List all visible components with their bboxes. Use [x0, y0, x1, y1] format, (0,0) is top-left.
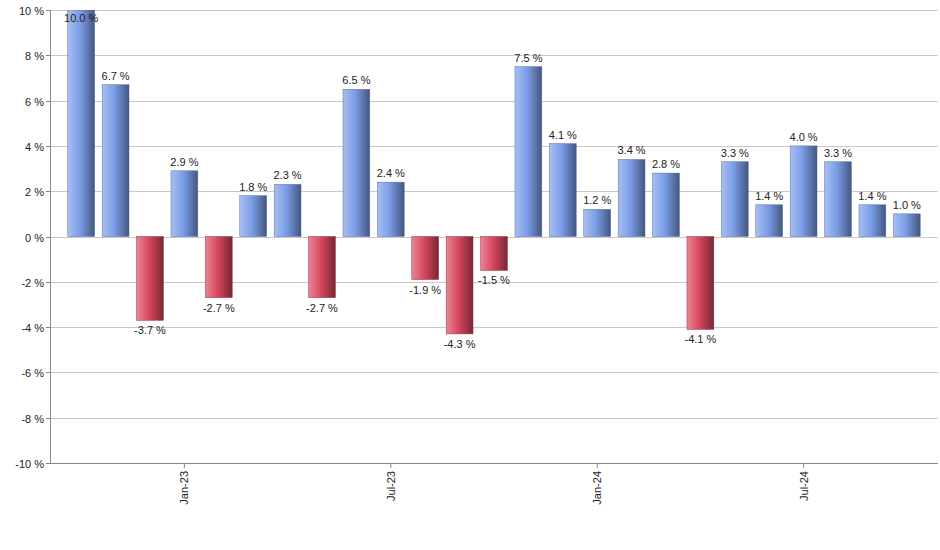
- bar: [549, 144, 576, 237]
- bar: [274, 184, 301, 236]
- y-tick-label: 4 %: [25, 141, 44, 153]
- y-tick-label: -6 %: [21, 367, 44, 379]
- data-label: 3.3 %: [721, 147, 749, 159]
- x-tick: [184, 463, 185, 468]
- data-label: -4.3 %: [444, 338, 476, 350]
- data-label: 2.8 %: [652, 158, 680, 170]
- bar: [481, 237, 508, 271]
- data-label: 3.3 %: [824, 147, 852, 159]
- bar: [446, 237, 473, 334]
- bar: [893, 214, 920, 237]
- y-tick: [46, 463, 50, 464]
- data-label: 1.4 %: [858, 190, 886, 202]
- data-label: -2.7 %: [203, 302, 235, 314]
- bar: [515, 67, 542, 237]
- bar: [205, 237, 232, 298]
- data-label: 6.5 %: [342, 74, 370, 86]
- x-tick-label: Jul-24: [798, 471, 810, 501]
- bar: [171, 171, 198, 237]
- y-tick: [46, 10, 50, 11]
- data-label: 1.2 %: [583, 194, 611, 206]
- bar: [584, 209, 611, 236]
- y-axis: [50, 10, 51, 463]
- bar: [756, 205, 783, 237]
- data-label: 1.0 %: [893, 199, 921, 211]
- y-tick: [46, 282, 50, 283]
- x-axis: [50, 463, 938, 464]
- bar: [859, 205, 886, 237]
- grid-line: [50, 372, 938, 373]
- x-tick-label: Jul-23: [385, 471, 397, 501]
- y-tick: [46, 372, 50, 373]
- y-tick-label: 2 %: [25, 186, 44, 198]
- y-tick: [46, 101, 50, 102]
- bar: [343, 89, 370, 236]
- data-label: 2.9 %: [170, 156, 198, 168]
- y-tick: [46, 146, 50, 147]
- y-tick-label: -4 %: [21, 322, 44, 334]
- bar: [412, 237, 439, 280]
- bar: [137, 237, 164, 321]
- y-tick-label: -10 %: [15, 458, 44, 470]
- y-tick: [46, 418, 50, 419]
- data-label: -2.7 %: [306, 302, 338, 314]
- bar: [240, 196, 267, 237]
- chart: -10 % -8 % -6 % -4 % -2 % 0 % 2 % 4 % 6 % 8 % 10 %…: [0, 0, 940, 550]
- y-tick: [46, 191, 50, 192]
- x-tick-label: Jan-23: [178, 471, 190, 505]
- data-label: 2.3 %: [274, 169, 302, 181]
- bars: [68, 10, 920, 334]
- data-label: 2.4 %: [377, 167, 405, 179]
- data-label: -1.5 %: [478, 274, 510, 286]
- data-label: 3.4 %: [618, 144, 646, 156]
- y-tick-label: 0 %: [25, 232, 44, 244]
- bar: [102, 85, 129, 237]
- data-label: 1.4 %: [755, 190, 783, 202]
- bar: [687, 237, 714, 330]
- bar: [377, 182, 404, 236]
- y-tick-label: 6 %: [25, 96, 44, 108]
- y-tick: [46, 327, 50, 328]
- bar: [653, 173, 680, 236]
- grid-line: [50, 101, 938, 102]
- data-label: 4.1 %: [549, 129, 577, 141]
- bar: [618, 159, 645, 236]
- y-tick-label: -8 %: [21, 413, 44, 425]
- grid-line: [50, 327, 938, 328]
- grid-line: [50, 463, 938, 464]
- x-tick-label: Jan-24: [591, 471, 603, 505]
- x-tick: [597, 463, 598, 468]
- data-label: 10.0 %: [64, 12, 98, 24]
- y-tick-label: -2 %: [21, 277, 44, 289]
- data-label: -1.9 %: [409, 284, 441, 296]
- data-label: -4.1 %: [685, 333, 717, 345]
- bar: [790, 146, 817, 237]
- bar: [309, 237, 336, 298]
- y-tick-label: 8 %: [25, 50, 44, 62]
- data-label: 7.5 %: [514, 52, 542, 64]
- bar: [721, 162, 748, 237]
- bar: [825, 162, 852, 237]
- x-tick: [803, 463, 804, 468]
- y-tick: [46, 237, 50, 238]
- x-tick: [390, 463, 391, 468]
- data-label: 6.7 %: [102, 70, 130, 82]
- data-label: 4.0 %: [790, 131, 818, 143]
- y-tick-label: 10 %: [19, 5, 44, 17]
- grid-line: [50, 10, 938, 11]
- bar: [68, 10, 95, 237]
- data-label: -3.7 %: [134, 324, 166, 336]
- grid-line: [50, 55, 938, 56]
- grid: [46, 11, 938, 464]
- data-label: 1.8 %: [239, 181, 267, 193]
- y-tick: [46, 55, 50, 56]
- grid-line: [50, 418, 938, 419]
